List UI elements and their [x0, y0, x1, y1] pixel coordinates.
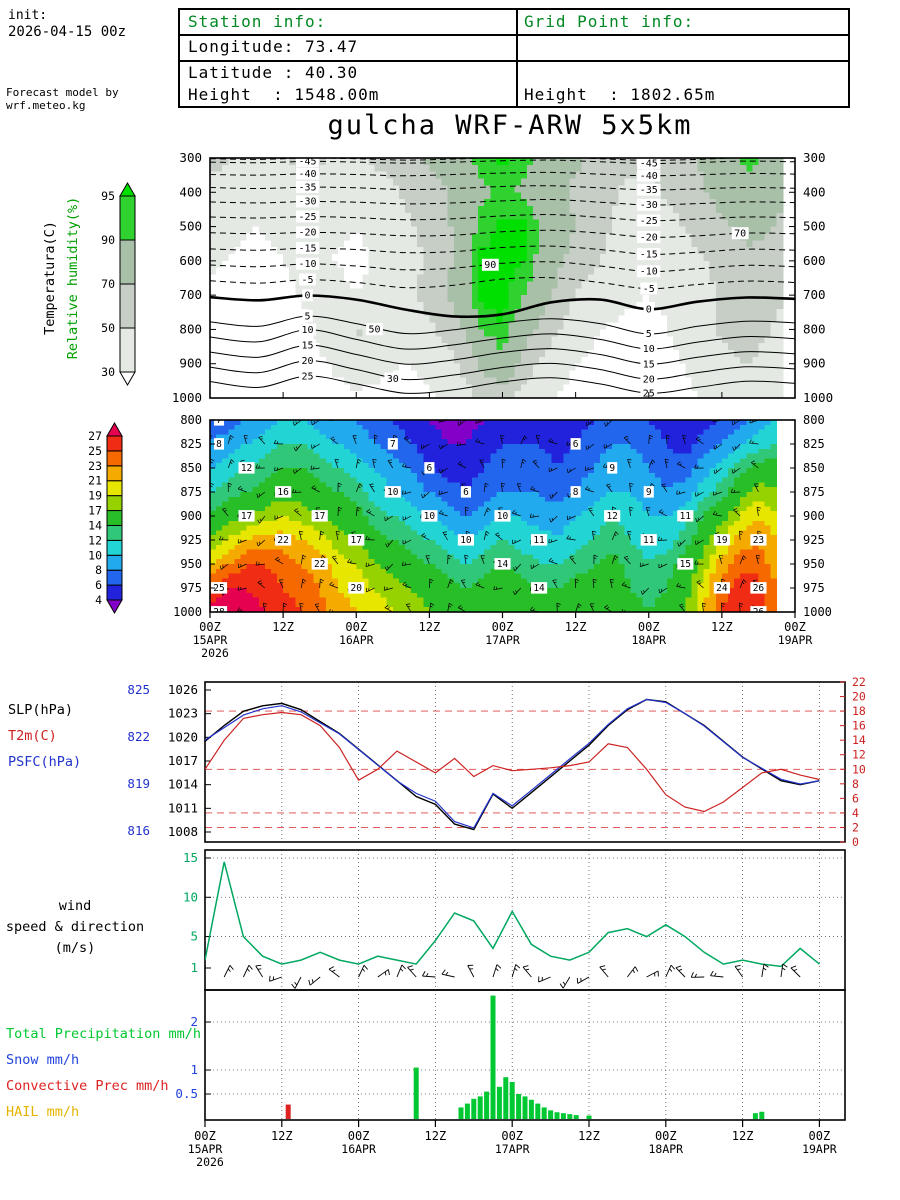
t2m-line [205, 711, 820, 813]
wind-speed-line [205, 861, 820, 968]
svg-text:-20: -20 [640, 232, 658, 243]
station-latitude: Latitude : 40.30 [188, 63, 359, 82]
svg-text:25: 25 [301, 371, 313, 382]
init-value: 2026-04-15 00z [8, 24, 127, 40]
svg-text:700: 700 [179, 287, 202, 302]
svg-text:95: 95 [101, 189, 115, 203]
wind-label-line3: (m/s) [54, 940, 96, 956]
svg-text:800: 800 [179, 321, 202, 336]
svg-text:-10: -10 [298, 259, 316, 270]
grid-point-height: Height : 1802.65m [524, 85, 716, 104]
slp-series-label: SLP(hPa) [8, 702, 74, 718]
svg-text:-40: -40 [640, 171, 658, 182]
svg-text:300: 300 [803, 150, 826, 165]
temperature-value-labels: 7825281217162217221720710610610101411146… [210, 420, 767, 612]
svg-text:5: 5 [646, 329, 652, 340]
relative-humidity-axis-label: Relative humidity(%) [65, 196, 81, 360]
svg-text:-20: -20 [298, 228, 316, 239]
svg-text:-10: -10 [640, 267, 658, 278]
svg-text:-35: -35 [640, 185, 658, 196]
svg-text:300: 300 [179, 150, 202, 165]
legend-snow: Snow mm/h [6, 1052, 80, 1068]
svg-text:-25: -25 [640, 216, 658, 227]
svg-text:500: 500 [803, 219, 826, 234]
svg-text:70: 70 [734, 229, 746, 240]
svg-text:-5: -5 [643, 284, 655, 295]
svg-text:600: 600 [803, 253, 826, 268]
station-height: Height : 1548.00m [188, 85, 380, 104]
table-vertical-divider [516, 10, 518, 106]
svg-text:-5: -5 [301, 275, 313, 286]
svg-text:0: 0 [304, 291, 310, 302]
station-info-title: Station info: [188, 12, 327, 31]
svg-text:30: 30 [387, 374, 399, 385]
svg-text:50: 50 [101, 321, 115, 335]
svg-text:-35: -35 [298, 182, 316, 193]
init-label: init: [8, 8, 48, 23]
svg-text:90: 90 [101, 233, 115, 247]
wind-label-line1: wind [58, 898, 92, 914]
svg-text:500: 500 [179, 219, 202, 234]
svg-text:20: 20 [643, 374, 655, 385]
svg-text:400: 400 [179, 184, 202, 199]
svg-text:900: 900 [179, 356, 202, 371]
table-mid-rule [180, 60, 848, 62]
t2m-series-label: T2m(C) [8, 728, 57, 744]
svg-text:-45: -45 [298, 157, 316, 168]
svg-text:900: 900 [803, 356, 826, 371]
svg-text:10: 10 [301, 325, 313, 336]
table-header-rule [180, 34, 848, 36]
svg-text:1000: 1000 [172, 390, 202, 405]
legend-convective-prec: Convective Prec mm/h [6, 1078, 169, 1094]
svg-text:400: 400 [803, 184, 826, 199]
grid-point-info-title: Grid Point info: [524, 12, 695, 31]
legend-hail: HAIL mm/h [6, 1104, 80, 1120]
svg-text:1000: 1000 [803, 390, 833, 405]
legend-total-precipitation: Total Precipitation mm/h [6, 1026, 202, 1042]
svg-text:-40: -40 [298, 169, 316, 180]
station-longitude: Longitude: 73.47 [188, 37, 359, 56]
svg-text:10: 10 [643, 344, 655, 355]
svg-text:90: 90 [484, 260, 496, 271]
temperature-contours: -50-50-45-45-40-40-35-35-30-30-25-25-20-… [210, 157, 795, 398]
svg-text:30: 30 [101, 365, 115, 379]
wind-direction-barbs [205, 963, 801, 989]
psfc-series-label: PSFC(hPa) [8, 754, 82, 770]
wind-barbs-cross-section [210, 420, 762, 612]
svg-text:-45: -45 [640, 159, 658, 170]
svg-text:20: 20 [301, 356, 313, 367]
svg-text:800: 800 [803, 321, 826, 336]
svg-text:50: 50 [369, 325, 381, 336]
svg-text:70: 70 [101, 277, 115, 291]
svg-text:-30: -30 [640, 200, 658, 211]
wind-label-line2: speed & direction [5, 919, 145, 935]
model-credit-line2: wrf.meteo.kg [6, 99, 86, 112]
svg-text:700: 700 [803, 287, 826, 302]
psfc-line [205, 698, 820, 829]
svg-text:-25: -25 [298, 212, 316, 223]
page-title: gulcha WRF-ARW 5x5km [327, 110, 693, 141]
svg-text:600: 600 [179, 253, 202, 268]
svg-text:-30: -30 [298, 197, 316, 208]
svg-text:5: 5 [304, 311, 310, 322]
pressure-temperature-lines [205, 698, 820, 831]
svg-text:-15: -15 [640, 250, 658, 261]
svg-text:15: 15 [643, 359, 655, 370]
model-credit-line1: Forecast model by [6, 86, 119, 99]
svg-text:-15: -15 [298, 243, 316, 254]
svg-text:0: 0 [646, 304, 652, 315]
station-info-table: Station info: Grid Point info: Longitude… [178, 8, 850, 108]
svg-text:15: 15 [301, 340, 313, 351]
precip-bars [285, 995, 765, 1119]
temperature-axis-label: Temperatura(C) [42, 221, 58, 335]
